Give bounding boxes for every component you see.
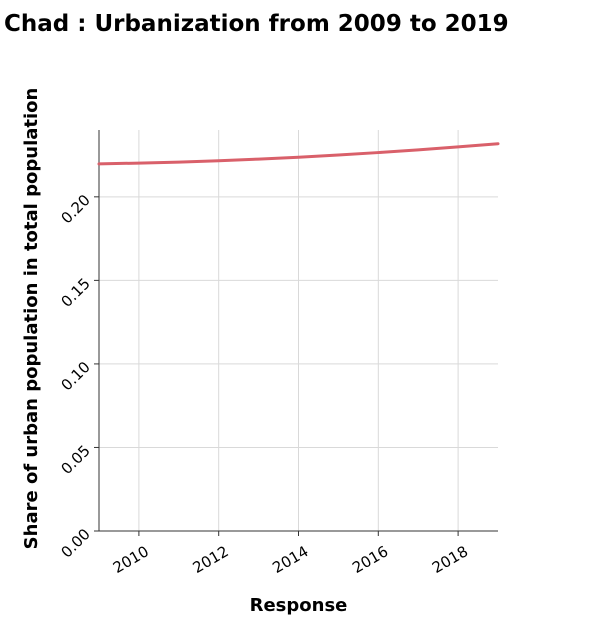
x-tick-label: 2012 <box>190 542 232 577</box>
y-tick-label: 0.05 <box>57 442 93 478</box>
y-tick-label: 0.20 <box>57 191 93 227</box>
x-tick-label: 2010 <box>110 542 152 577</box>
x-tick-label: 2014 <box>269 542 311 577</box>
x-axis-title: Response <box>250 595 348 616</box>
series-layer <box>97 142 500 166</box>
y-tick-label: 0.15 <box>57 274 93 310</box>
chart-title: Chad : Urbanization from 2009 to 2019 <box>4 11 509 37</box>
x-axis-ticks: 2010 2012 2014 2016 2018 <box>110 531 471 577</box>
x-tick-label: 2018 <box>429 542 471 577</box>
y-axis-title: Share of urban population in total popul… <box>21 88 42 550</box>
y-tick-label: 0.10 <box>57 358 93 394</box>
y-tick-label: 0.00 <box>57 525 93 561</box>
x-tick-label: 2016 <box>349 542 391 577</box>
series-line <box>97 142 500 166</box>
y-axis-ticks: 0.00 0.05 0.10 0.15 0.20 <box>57 191 99 561</box>
